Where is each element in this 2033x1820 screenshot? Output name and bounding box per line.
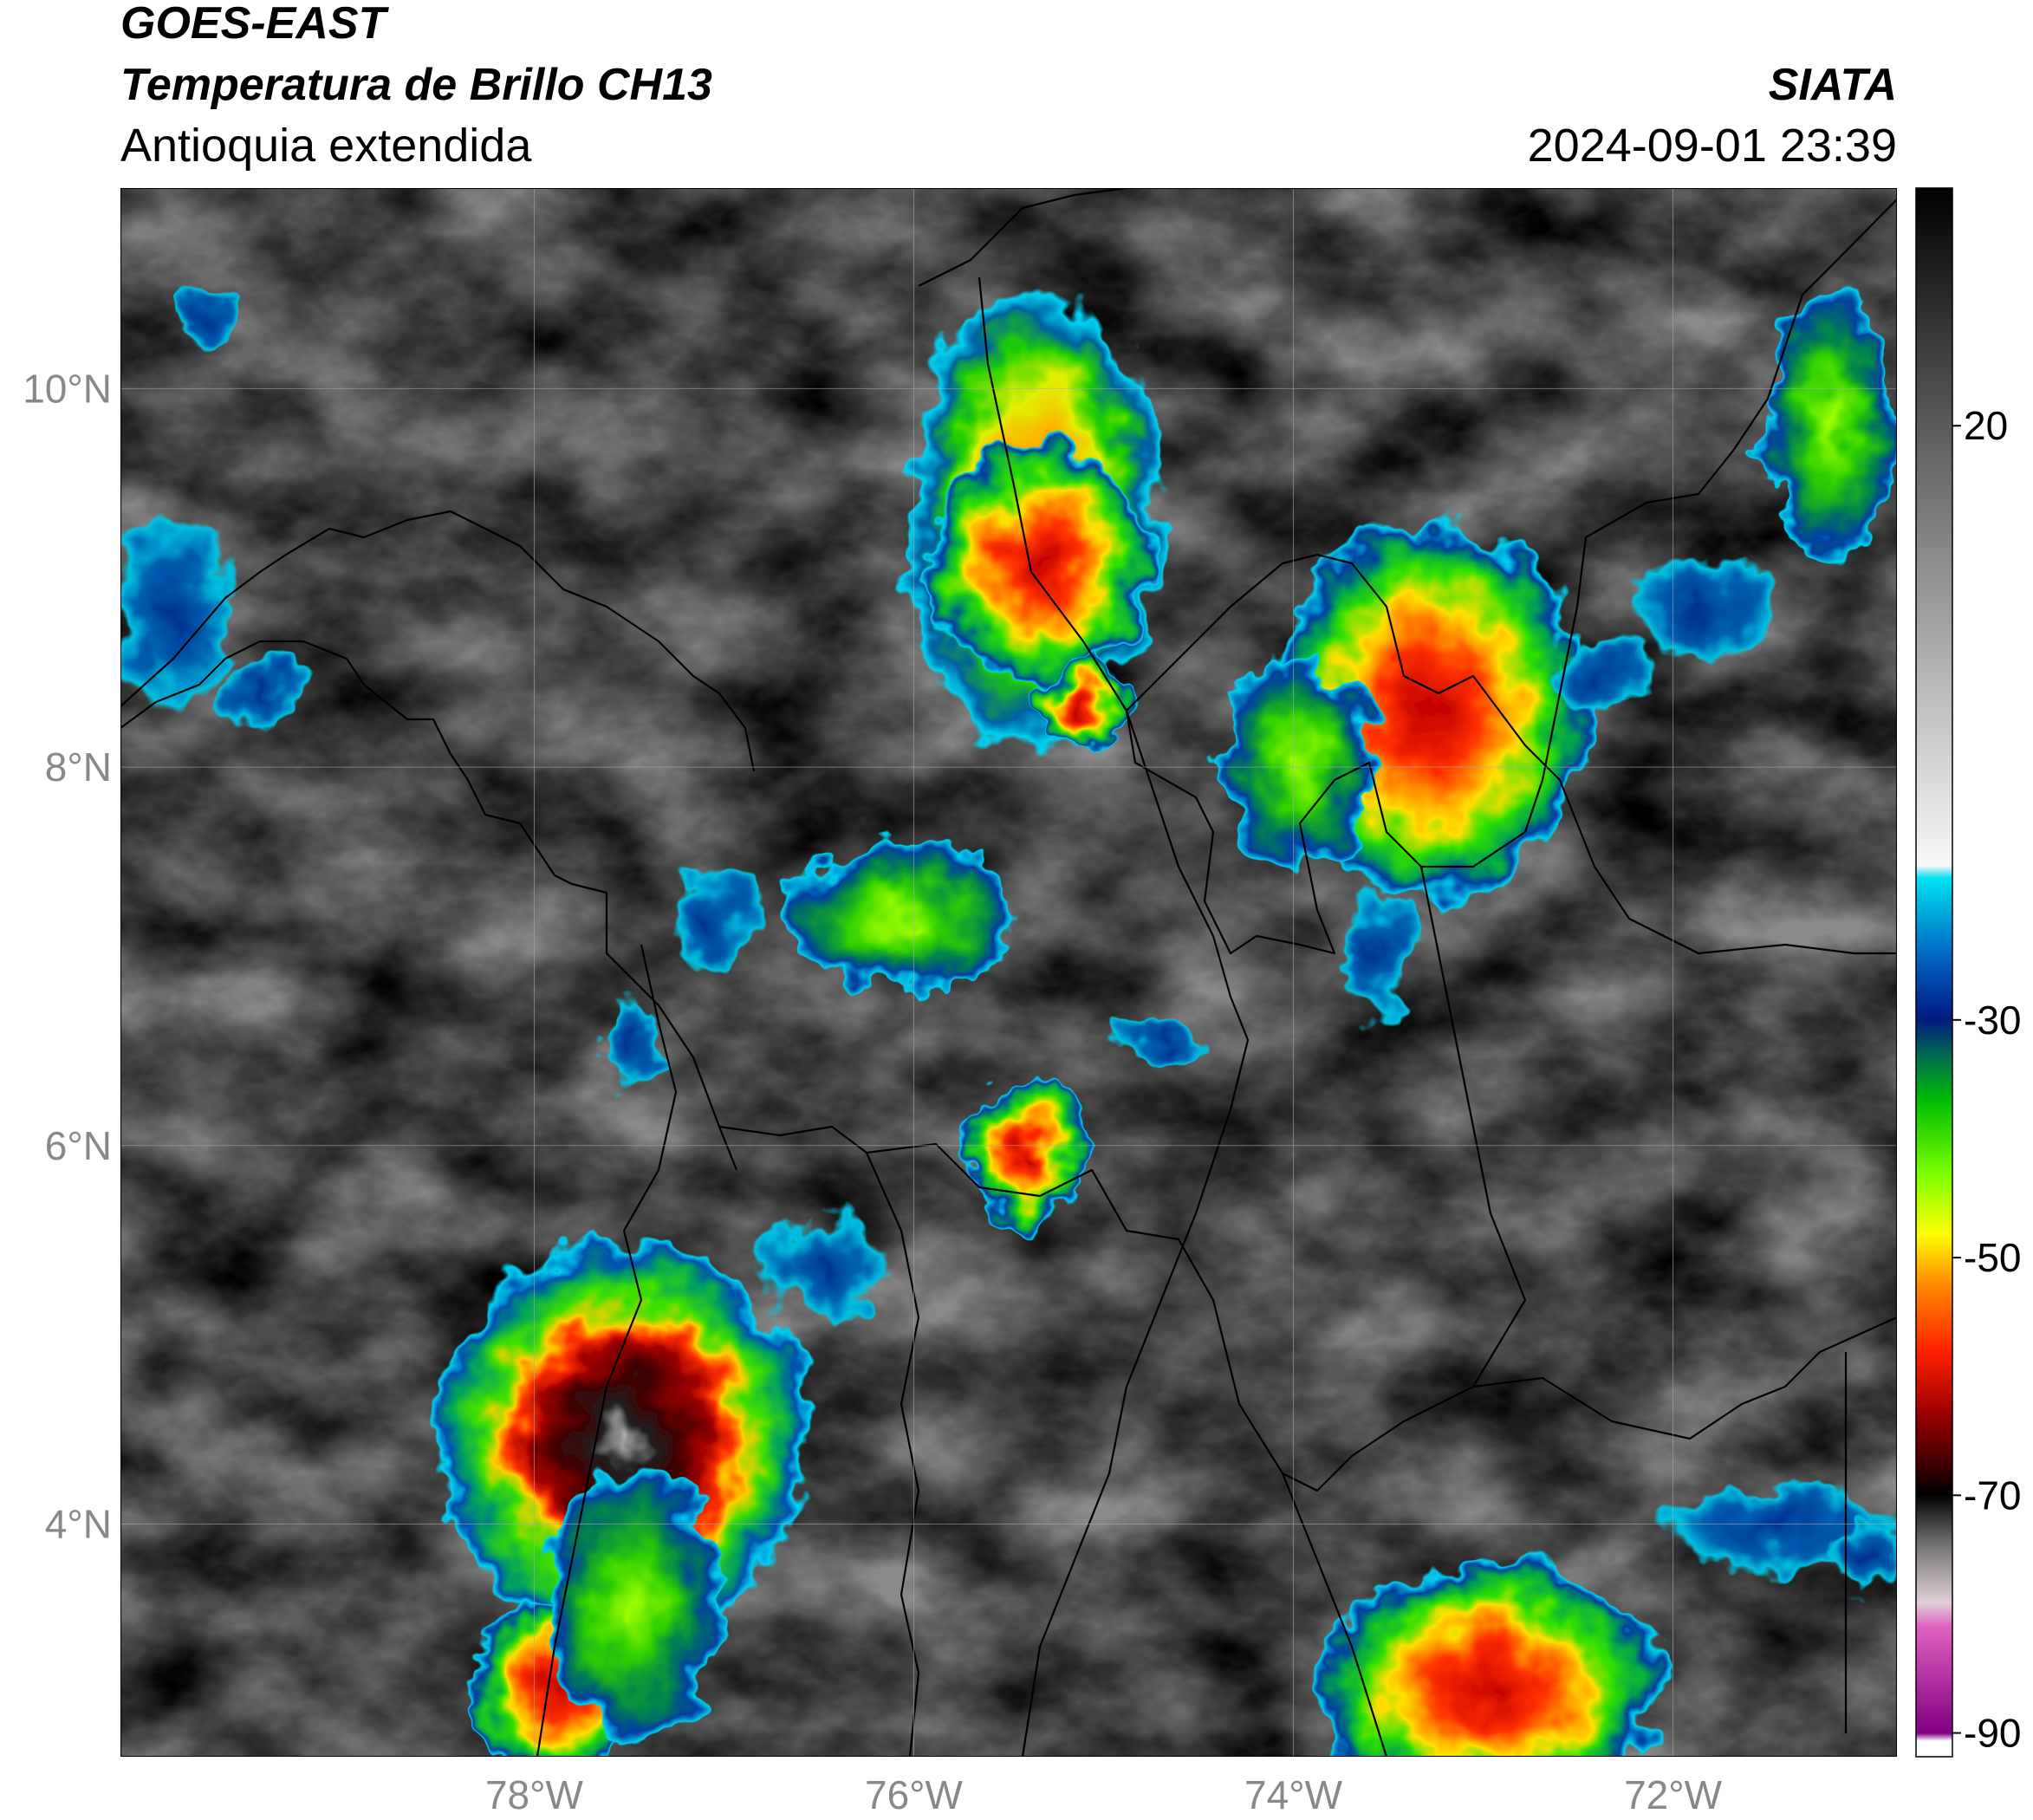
x-tick-label: 72°W	[1624, 1772, 1723, 1817]
storm-cell	[1031, 659, 1135, 745]
storm-cell	[1634, 550, 1772, 663]
colorbar-tick-label: -90	[1964, 1711, 2021, 1756]
colorbar-tick-label: -70	[1964, 1472, 2021, 1518]
x-tick-label: 74°W	[1244, 1772, 1343, 1817]
storm-cell	[966, 1075, 1088, 1231]
subtitle: Temperatura de Brillo CH13	[120, 60, 712, 110]
storm-cell	[1222, 659, 1378, 867]
storm-cell	[546, 1465, 719, 1742]
storm-cell	[433, 1239, 815, 1638]
colorbar-tick-label: 20	[1964, 403, 2008, 448]
y-tick-label: 6°N	[45, 1123, 112, 1168]
storm-cell	[1768, 286, 1897, 563]
x-tick-label: 76°W	[865, 1772, 964, 1817]
storm-cell	[763, 1213, 884, 1317]
region: Antioquia extendida	[120, 120, 532, 172]
storm-cell	[607, 988, 659, 1092]
storm-cell	[927, 442, 1153, 685]
storm-cell	[780, 845, 1023, 992]
storm-cell	[667, 867, 754, 971]
storm-cell	[1551, 633, 1655, 719]
storm-cell	[1343, 893, 1413, 1014]
map-area	[120, 188, 1897, 1757]
graticule	[120, 188, 1897, 1757]
x-tick-label: 78°W	[485, 1772, 584, 1817]
axes: 78°W 76°W 74°W 72°W 4°N 6°N 8°N 10°N -90 -70 -50 -3…	[23, 366, 2021, 1817]
storm-cell	[1317, 1560, 1664, 1757]
colorbar-tick-label: -50	[1964, 1235, 2021, 1280]
storm-cell	[1828, 1517, 1897, 1603]
y-tick-label: 4°N	[45, 1501, 112, 1546]
convective-storms	[120, 286, 1897, 1757]
storm-cell	[120, 520, 234, 711]
colorbar	[1915, 187, 1953, 1758]
title: GOES-EAST	[120, 0, 389, 49]
storm-cell	[1118, 1018, 1205, 1062]
storm-cell	[217, 659, 303, 728]
y-tick-label: 10°N	[23, 366, 112, 411]
datetime: 2024-09-01 23:39	[1528, 120, 1897, 172]
colorbar-tick-label: -30	[1964, 998, 2021, 1043]
y-tick-label: 8°N	[45, 744, 112, 790]
source: SIATA	[1769, 60, 1897, 110]
storm-cell	[173, 286, 243, 355]
